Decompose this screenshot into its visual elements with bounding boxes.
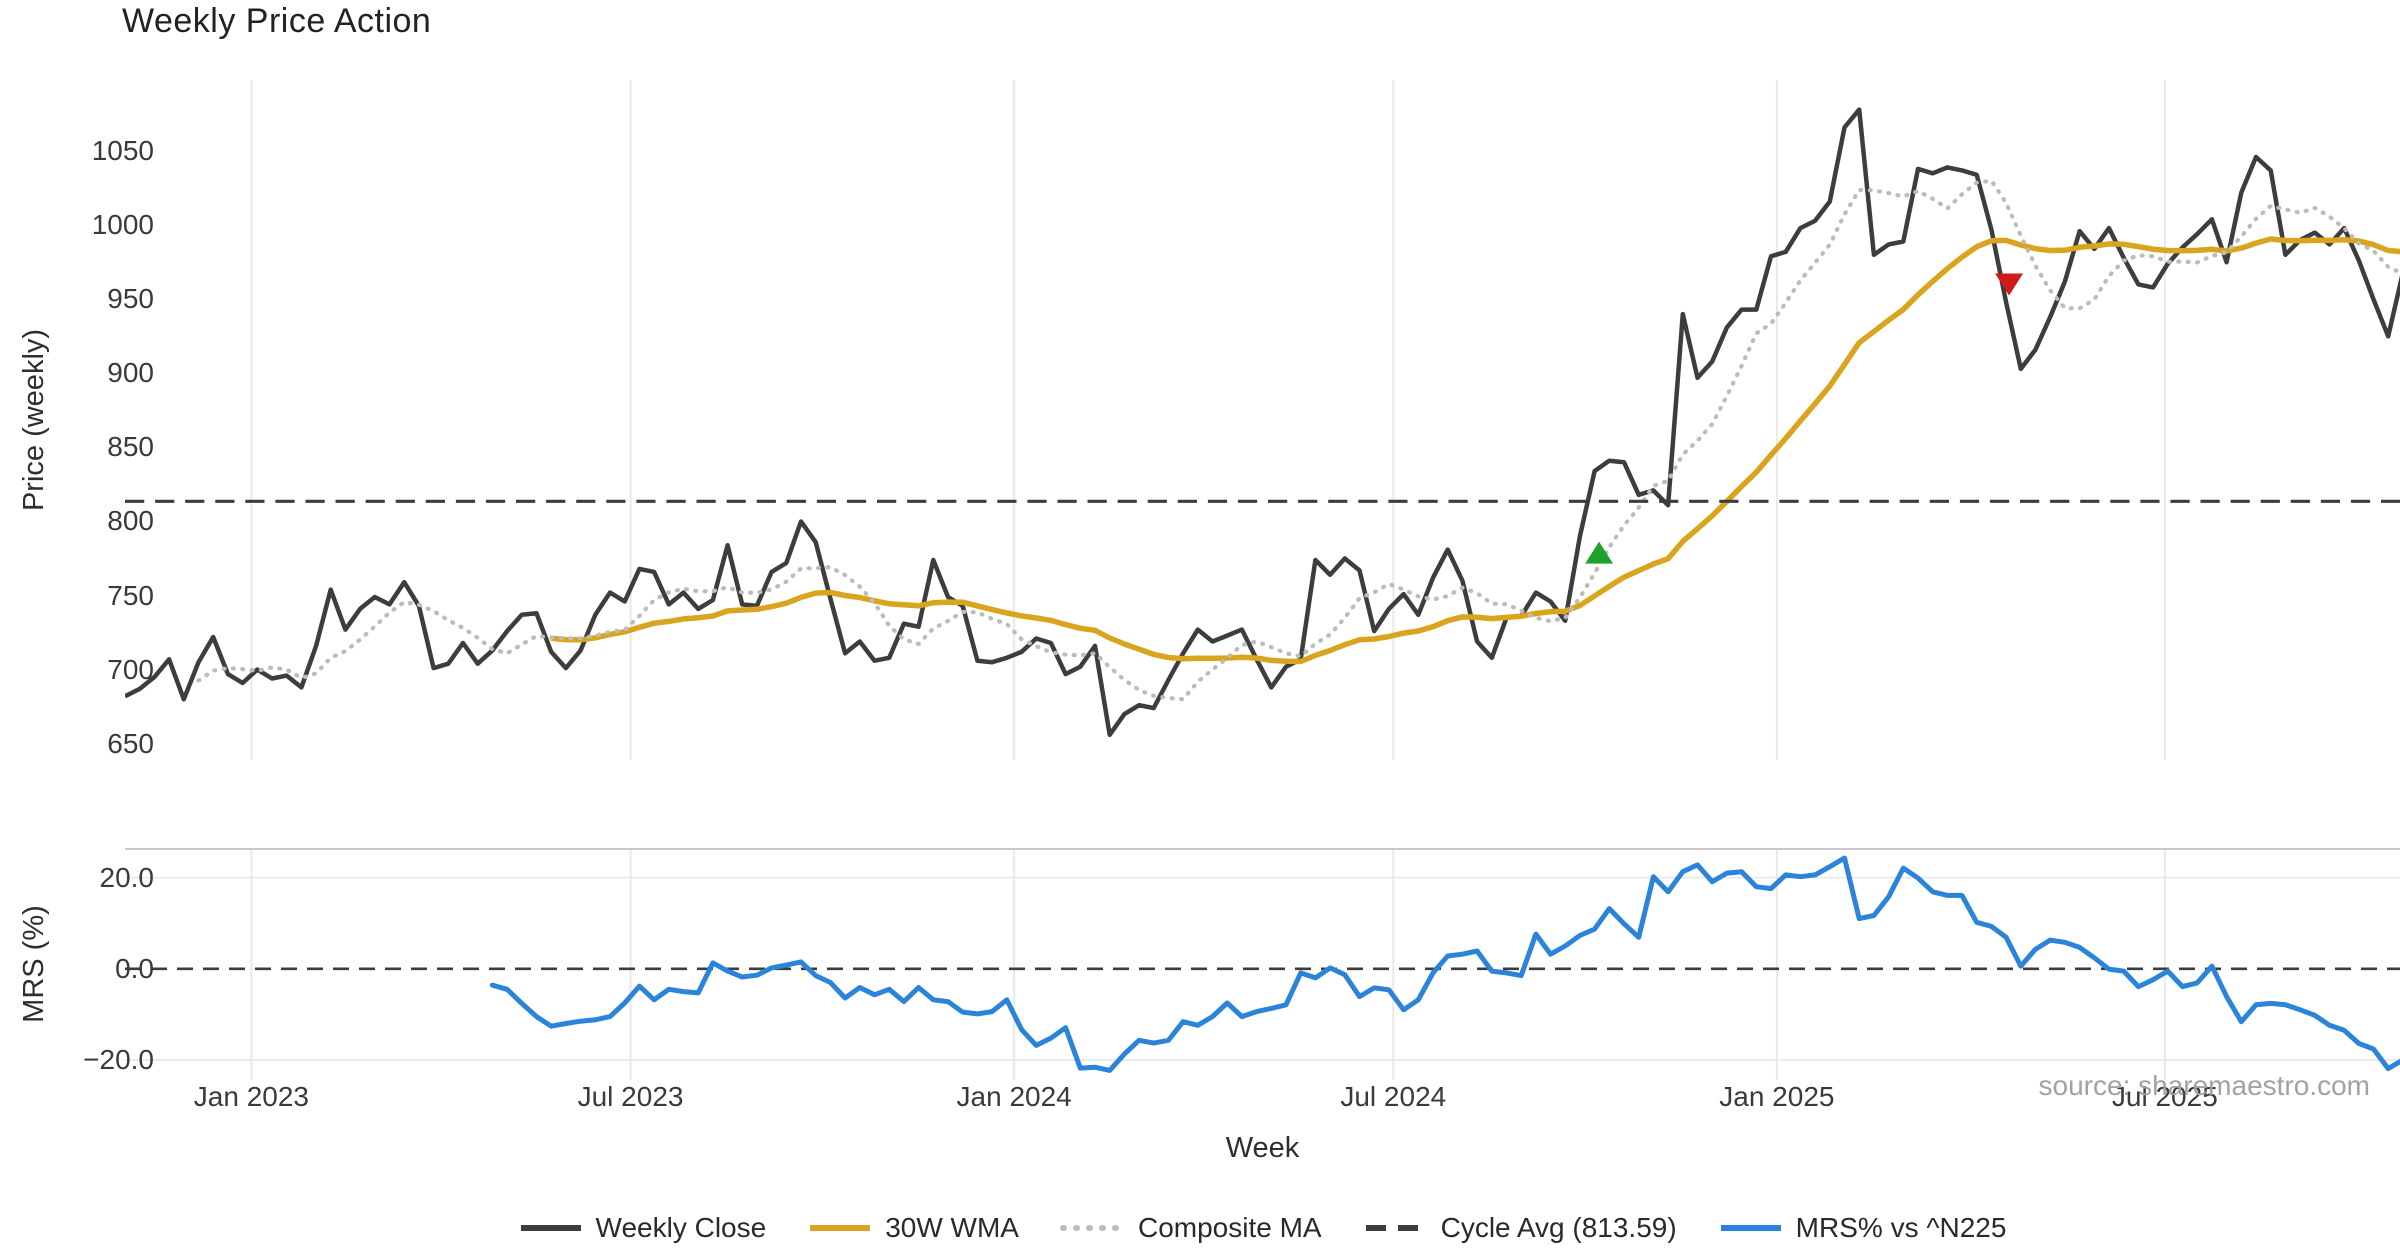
series-mrs-vs-n225 xyxy=(489,855,2400,1073)
xtick-jan-2024: Jan 2024 xyxy=(956,1081,1072,1112)
price-ytick-1050: 1050 xyxy=(91,135,154,167)
legend-label: 30W WMA xyxy=(885,1212,1019,1243)
price-ytick-900: 900 xyxy=(107,357,154,389)
legend-swatch-dashed xyxy=(1365,1225,1426,1231)
price-ytick-1000: 1000 xyxy=(91,209,154,241)
series-weekly-close xyxy=(125,107,2400,738)
legend-item-cycle-avg-813-59-: Cycle Avg (813.59) xyxy=(1364,1212,1677,1244)
mrs-panel-plot xyxy=(125,848,2400,1080)
legend-label: Weekly Close xyxy=(595,1212,767,1243)
price-panel-plot xyxy=(125,80,2400,760)
price-ytick-850: 850 xyxy=(107,431,154,463)
chart-title: Weekly Price Action xyxy=(122,2,432,40)
legend-item-30w-wma: 30W WMA xyxy=(808,1212,1019,1244)
xtick-jul-2025: Jul 2025 xyxy=(2111,1081,2218,1112)
price-ytick-700: 700 xyxy=(107,653,154,685)
xtick-jan-2025: Jan 2025 xyxy=(1719,1081,1835,1112)
legend-label: Composite MA xyxy=(1137,1212,1322,1243)
mrs-ytick--20: −20.0 xyxy=(83,1043,154,1075)
price-ytick-800: 800 xyxy=(107,505,154,537)
price-ytick-650: 650 xyxy=(107,727,154,759)
price-ytick-950: 950 xyxy=(107,283,154,315)
chart-legend: Weekly Close 30W WMA Composite MA Cycle Avg… xyxy=(125,1212,2400,1244)
legend-swatch-solid xyxy=(1720,1225,1781,1231)
mrs-y-axis-label: MRS (%) xyxy=(18,905,50,1023)
sell-signal-marker xyxy=(1995,273,2024,296)
x-axis-label: Week xyxy=(1225,1132,1300,1164)
price-y-axis-label: Price (weekly) xyxy=(18,328,50,512)
mrs-ytick-0: 0.0 xyxy=(115,952,154,984)
xtick-jul-2023: Jul 2023 xyxy=(577,1081,684,1112)
source-attribution: source: sharemaestro.com xyxy=(2038,1070,2370,1101)
legend-swatch-solid xyxy=(520,1225,581,1231)
mrs-ytick-20: 20.0 xyxy=(99,861,155,893)
legend-swatch-solid xyxy=(810,1225,871,1231)
price-ytick-750: 750 xyxy=(107,579,154,611)
buy-signal-marker xyxy=(1585,541,1614,564)
xtick-jul-2024: Jul 2024 xyxy=(1340,1081,1447,1112)
legend-label: Cycle Avg (813.59) xyxy=(1440,1212,1677,1243)
series-30w-wma xyxy=(550,236,2400,665)
series-composite-ma xyxy=(196,178,2400,702)
legend-item-mrs-vs-n225: MRS% vs ^N225 xyxy=(1719,1212,2007,1244)
legend-swatch-dotted xyxy=(1059,1225,1126,1231)
xtick-jan-2023: Jan 2023 xyxy=(193,1081,309,1112)
legend-label: MRS% vs ^N225 xyxy=(1795,1212,2007,1243)
legend-item-composite-ma: Composite MA xyxy=(1059,1212,1322,1244)
legend-item-weekly-close: Weekly Close xyxy=(519,1212,767,1244)
